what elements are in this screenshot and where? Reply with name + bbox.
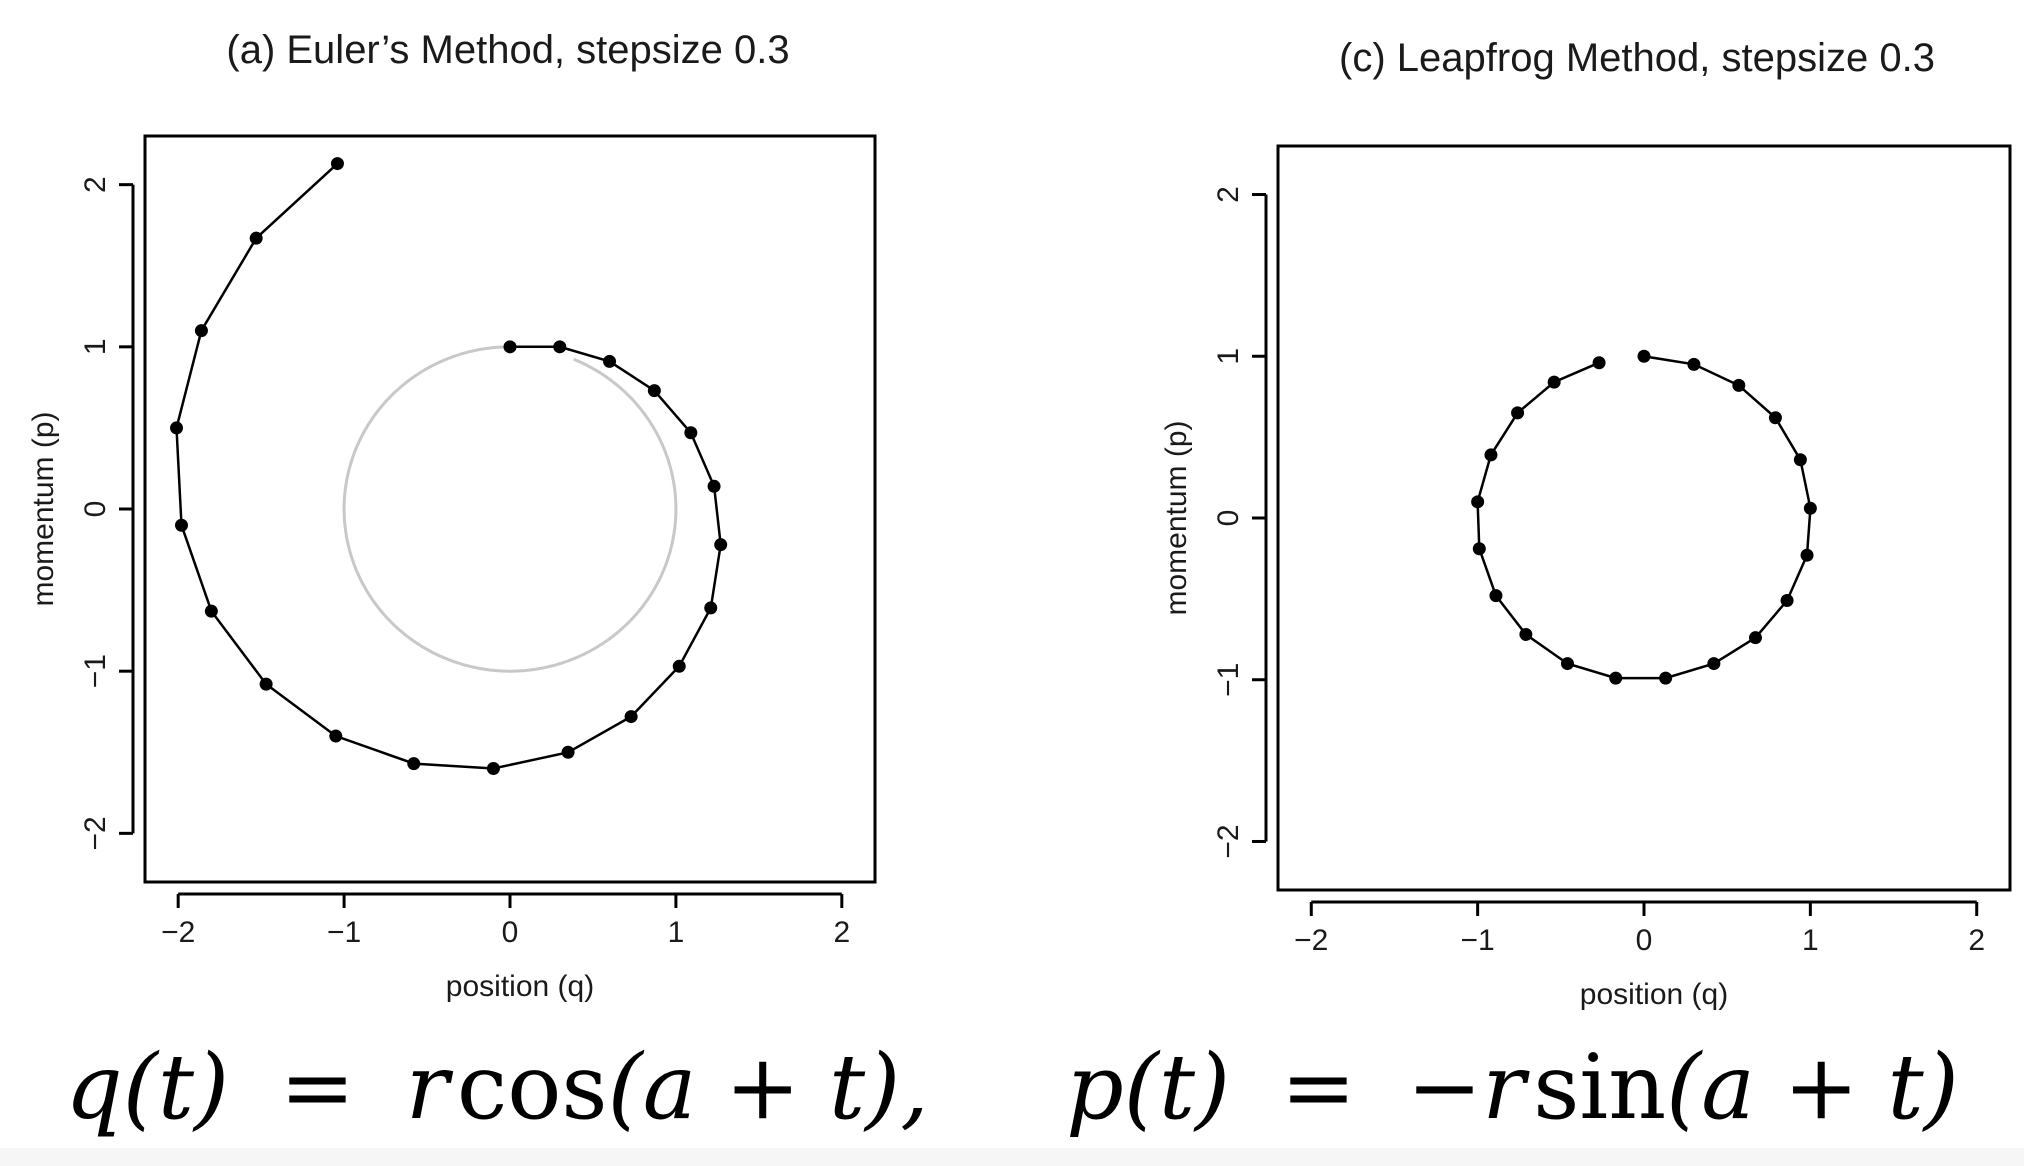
eq-arg-1: (a + t), (607, 1035, 929, 1140)
leapfrog-data-point (1471, 495, 1485, 509)
euler-data-point (603, 354, 617, 368)
euler-y-tick-label: −2 (79, 816, 112, 850)
leapfrog-data-point (1803, 501, 1817, 515)
eq-sin: sin (1533, 1035, 1667, 1140)
eq-arg-2: (a + t) (1666, 1035, 1959, 1140)
leapfrog-plot: −2 −1 0 1 2 position (q) −2 −1 0 1 2 momentum (p) (1160, 144, 2012, 1011)
eq-neg-r: −r (1406, 1035, 1526, 1140)
euler-x-tick-label: 1 (668, 916, 685, 949)
euler-plot-frame (143, 134, 877, 884)
euler-data-point (407, 757, 421, 771)
leapfrog-data-point (1687, 357, 1701, 371)
euler-x-tick-label: 0 (502, 916, 519, 949)
euler-data-point (503, 340, 517, 354)
euler-data-point (647, 384, 661, 398)
eq-q-lhs: q(t) (65, 1035, 230, 1140)
leapfrog-data-point (1547, 375, 1561, 389)
equation: q(t) = rcos(a + t), p(t) = −rsin(a + t) (0, 1035, 2024, 1140)
euler-data-point (249, 231, 263, 245)
euler-x-axis-label: position (q) (446, 970, 594, 1003)
leapfrog-data-point (1592, 356, 1606, 370)
leapfrog-data-point (1793, 453, 1807, 467)
leapfrog-data-point (1800, 548, 1814, 562)
eq-equals-1: = (279, 1035, 356, 1140)
leapfrog-data-point (1780, 593, 1794, 607)
chart-title-leapfrog: (c) Leapfrog Method, stepsize 0.3 (1339, 36, 1935, 80)
euler-data-point (704, 601, 718, 615)
euler-plot: −2 −1 0 1 2 position (q) −2 −1 0 1 2 momentum (p) (27, 134, 877, 1003)
euler-trajectory-line (175, 162, 722, 770)
leapfrog-y-tick-label: −2 (1212, 824, 1245, 858)
leapfrog-plot-frame (1276, 144, 2012, 892)
euler-y-tick-label: −1 (79, 654, 112, 688)
euler-y-tick-label: 1 (79, 338, 112, 355)
leapfrog-data-point (1511, 406, 1525, 420)
euler-data-point (259, 677, 273, 691)
leapfrog-x-tick-label: −2 (1294, 924, 1328, 957)
leapfrog-x-axis-label: position (q) (1580, 978, 1728, 1011)
euler-x-tick-label: −2 (161, 916, 195, 949)
chart-title-euler: (a) Euler’s Method, stepsize 0.3 (226, 28, 790, 72)
euler-data-point (714, 538, 728, 552)
leapfrog-y-tick-label: 1 (1212, 348, 1245, 365)
euler-reference-circle (342, 345, 678, 673)
euler-data-point (672, 659, 686, 673)
euler-data-point (170, 421, 184, 435)
leapfrog-data-point (1609, 671, 1623, 685)
leapfrog-data-point (1748, 631, 1762, 645)
euler-y-tick-label: 2 (79, 176, 112, 193)
leapfrog-data-point (1484, 448, 1498, 462)
leapfrog-x-tick-label: 0 (1636, 924, 1653, 957)
euler-data-point (329, 729, 343, 743)
leapfrog-data-point (1472, 542, 1486, 556)
leapfrog-data-point (1707, 657, 1721, 671)
euler-x-tick-label: 2 (833, 916, 850, 949)
leapfrog-data-point (1637, 349, 1651, 363)
euler-data-point (330, 157, 344, 171)
euler-data-point (684, 426, 698, 440)
euler-y-tick-label: 0 (79, 501, 112, 518)
euler-data-point (553, 340, 567, 354)
eq-p-lhs: p(t) (1066, 1035, 1231, 1140)
eq-cos: cos (456, 1035, 608, 1140)
leapfrog-x-tick-label: −1 (1461, 924, 1495, 957)
leapfrog-y-tick-label: 2 (1212, 186, 1245, 203)
euler-data-point (561, 745, 575, 759)
bottom-band (0, 1148, 2024, 1166)
leapfrog-data-point (1519, 627, 1533, 641)
euler-data-point (486, 761, 500, 775)
leapfrog-data-point (1560, 657, 1574, 671)
euler-x-tick-label: −1 (327, 916, 361, 949)
euler-data-point (175, 518, 188, 532)
euler-data-point (707, 479, 721, 493)
eq-equals-2: = (1280, 1035, 1357, 1140)
euler-y-axis-label: momentum (p) (27, 411, 60, 606)
euler-data-point (194, 324, 208, 338)
leapfrog-y-tick-label: 0 (1212, 510, 1245, 527)
leapfrog-data-point (1768, 411, 1782, 425)
leapfrog-data-point (1489, 589, 1503, 603)
eq-r-1: r (405, 1035, 449, 1140)
leapfrog-x-tick-label: 1 (1802, 924, 1819, 957)
euler-data-point (624, 710, 638, 724)
leapfrog-y-tick-label: −1 (1212, 663, 1245, 697)
euler-data-point (204, 604, 218, 618)
leapfrog-data-point (1659, 671, 1673, 685)
leapfrog-data-point (1732, 378, 1746, 392)
leapfrog-y-axis-label: momentum (p) (1160, 420, 1193, 615)
leapfrog-x-tick-label: 2 (1968, 924, 1985, 957)
